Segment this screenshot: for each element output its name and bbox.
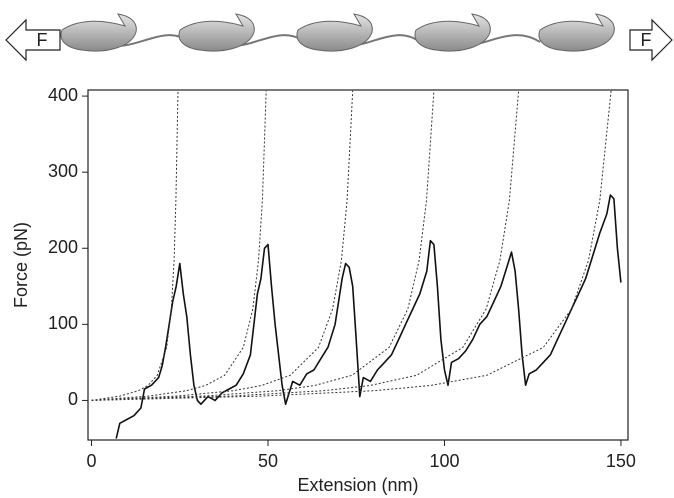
linker bbox=[99, 34, 541, 47]
x-axis-label: Extension (nm) bbox=[297, 475, 418, 495]
fit-curve bbox=[91, 90, 354, 401]
fit-curve bbox=[91, 90, 612, 401]
y-tick-label: 0 bbox=[68, 389, 78, 409]
y-tick-label: 200 bbox=[48, 237, 78, 257]
plot-area bbox=[91, 90, 622, 439]
x-tick-label: 50 bbox=[258, 451, 278, 471]
force-label: F bbox=[641, 30, 652, 50]
y-tick-label: 400 bbox=[48, 85, 78, 105]
y-tick-label: 100 bbox=[48, 313, 78, 333]
protein-illustration: F F bbox=[5, 13, 673, 62]
force-label: F bbox=[37, 30, 48, 50]
force-trace bbox=[115, 194, 622, 439]
force-arrow-left bbox=[5, 18, 61, 62]
y-axis-label: Force (pN) bbox=[11, 222, 31, 308]
plot-frame bbox=[87, 89, 629, 441]
fit-curve bbox=[91, 90, 435, 401]
fit-curve bbox=[91, 90, 267, 401]
domains bbox=[60, 13, 615, 52]
force-arrow-right bbox=[629, 18, 673, 62]
y-tick-label: 300 bbox=[48, 161, 78, 181]
fit-curve bbox=[91, 90, 520, 401]
x-tick-label: 150 bbox=[606, 451, 636, 471]
x-tick-label: 100 bbox=[429, 451, 459, 471]
x-tick-label: 0 bbox=[87, 451, 97, 471]
